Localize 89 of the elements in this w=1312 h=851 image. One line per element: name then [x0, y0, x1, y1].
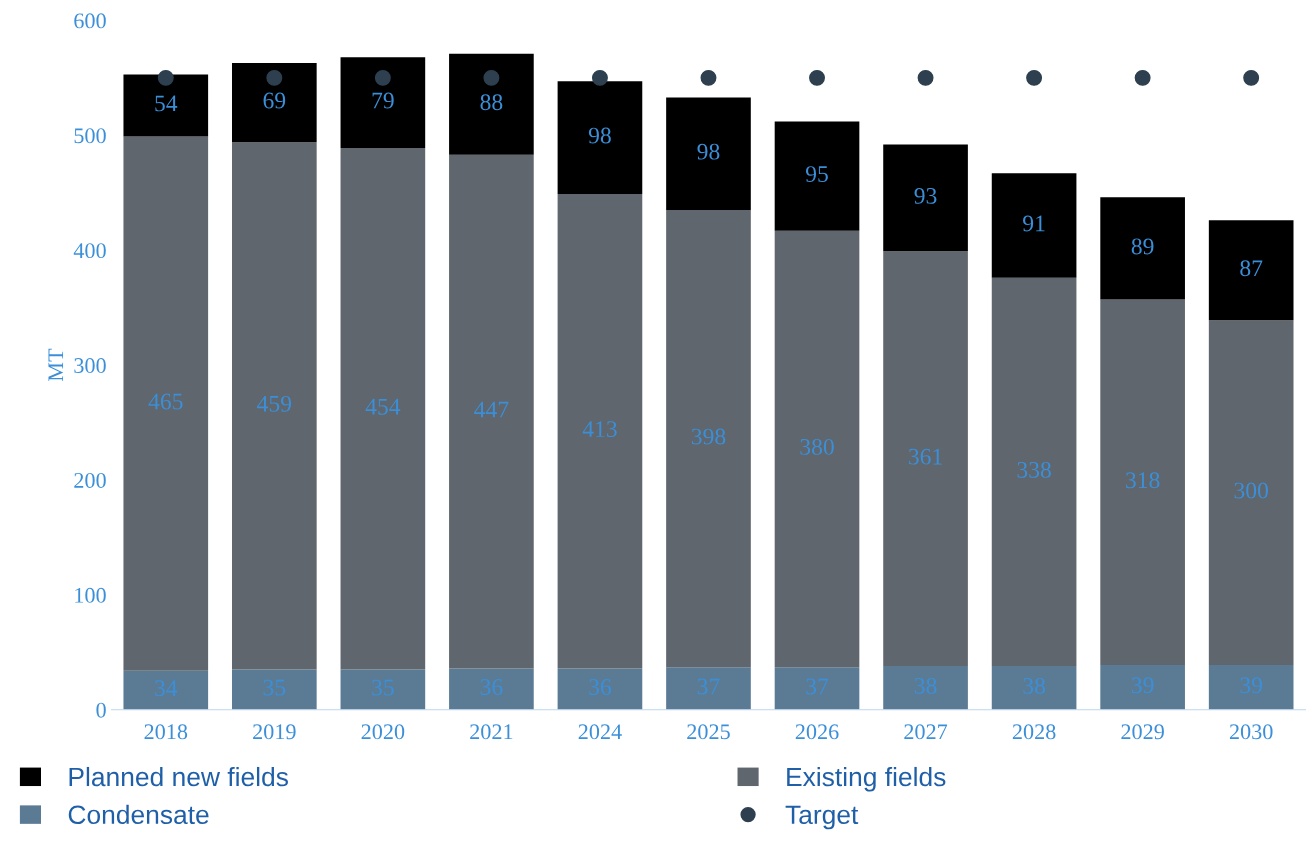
bar: [883, 251, 968, 667]
x-tick-label: 2021: [470, 724, 513, 740]
bar: [340, 57, 426, 148]
y-axis-title: MT: [48, 348, 64, 382]
data-label: 87: [1240, 260, 1263, 277]
data-label: 36: [480, 679, 503, 695]
legend-label: Planned new fields: [69, 766, 288, 787]
data-label: 38: [914, 677, 937, 694]
legend-label: Condensate: [68, 804, 209, 825]
bar: [991, 666, 1077, 710]
data-label: 93: [914, 187, 937, 204]
data-label: 69: [263, 92, 286, 109]
bar: [883, 666, 968, 710]
bar: [232, 62, 317, 143]
data-label: 37: [697, 678, 720, 695]
bar: [232, 669, 317, 710]
x-tick-label: 2030: [1229, 724, 1273, 740]
y-tick-label: 500: [74, 128, 106, 144]
bar: [557, 668, 643, 710]
bar: [557, 193, 643, 669]
data-label: 361: [908, 448, 942, 465]
legend-label: Target: [785, 805, 859, 830]
bar: [774, 230, 860, 668]
data-label: 300: [1234, 482, 1268, 499]
y-tick-label: 200: [74, 472, 106, 488]
legend-label: Existing fields: [787, 766, 946, 792]
x-tick-label: 2027: [904, 724, 948, 740]
bar: [1100, 299, 1185, 665]
bar: [449, 53, 534, 155]
data-label: 338: [1017, 461, 1051, 478]
data-label: 35: [372, 679, 394, 696]
data-label: 98: [697, 143, 720, 160]
x-tick-label: 2025: [687, 724, 730, 740]
x-tick-label: 2028: [1012, 724, 1056, 740]
bar: [449, 668, 534, 710]
y-tick-label: 0: [96, 702, 106, 718]
bar: [340, 147, 426, 670]
y-tick-label: 400: [73, 243, 106, 259]
data-label: 36: [589, 679, 612, 695]
bar: [774, 667, 860, 710]
data-label: 413: [582, 421, 617, 438]
x-tick-label: 2018: [144, 724, 188, 740]
data-label: 39: [1131, 677, 1154, 694]
x-tick-label: 2029: [1121, 724, 1164, 740]
bar: [1208, 320, 1294, 665]
data-label: 35: [263, 679, 286, 696]
data-label: 38: [1023, 677, 1045, 694]
bar: [123, 74, 209, 137]
data-label: 79: [372, 92, 394, 109]
data-label: 465: [148, 393, 183, 410]
y-tick-label: 600: [74, 13, 106, 29]
bar: [666, 97, 751, 210]
y-tick-label: 100: [75, 587, 106, 603]
data-label: 459: [257, 395, 292, 412]
data-label: 95: [805, 166, 828, 182]
bar: [991, 173, 1077, 278]
data-label: 54: [155, 95, 178, 112]
bar: [774, 121, 860, 231]
data-label: 34: [155, 680, 178, 697]
bar: [1208, 220, 1294, 321]
data-label: 98: [588, 127, 611, 144]
bar: [666, 667, 751, 710]
bar: [1100, 664, 1185, 710]
data-label: 380: [800, 438, 834, 455]
data-label: 318: [1126, 472, 1160, 489]
bar: [449, 154, 534, 669]
bar: [991, 277, 1077, 667]
data-label: 454: [365, 398, 401, 415]
data-label: 88: [480, 94, 503, 111]
x-tick-label: 2026: [795, 724, 839, 740]
bar: [666, 209, 751, 668]
data-label: 447: [474, 401, 509, 418]
bar: [1100, 197, 1185, 300]
data-label: 39: [1240, 677, 1263, 694]
bar: [123, 670, 209, 710]
bar: [1208, 664, 1294, 710]
bar: [123, 136, 209, 671]
x-tick-label: 2024: [578, 724, 622, 740]
bar: [557, 81, 643, 194]
y-tick-label: 300: [74, 358, 106, 374]
data-label: 91: [1023, 215, 1045, 232]
data-label: 398: [691, 428, 726, 445]
x-tick-label: 2019: [253, 724, 296, 740]
data-label: 89: [1131, 238, 1154, 255]
data-label: 37: [806, 678, 829, 695]
bar: [883, 144, 968, 252]
bar: [340, 669, 426, 710]
x-tick-label: 2020: [361, 724, 405, 740]
bar: [232, 142, 317, 670]
